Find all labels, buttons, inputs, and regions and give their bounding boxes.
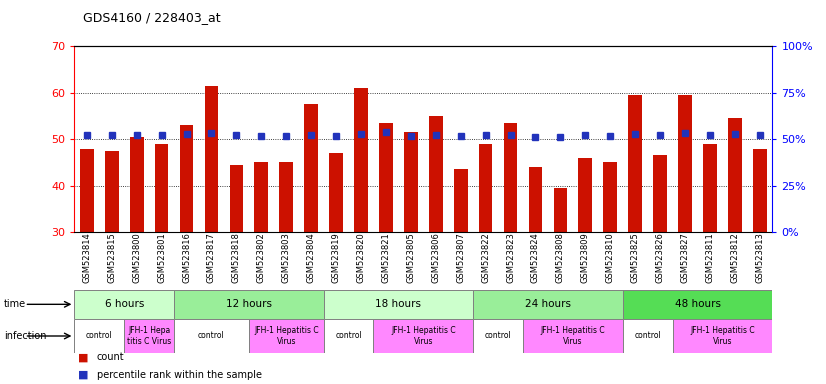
Bar (653, 156, 667, 232)
Text: GSM523809: GSM523809 (581, 232, 590, 283)
Bar (254, 162, 268, 232)
Bar (180, 125, 193, 232)
Text: JFH-1 Hepatitis C
Virus: JFH-1 Hepatitis C Virus (691, 326, 755, 346)
Text: GSM523814: GSM523814 (83, 232, 92, 283)
Bar (279, 162, 293, 232)
Bar (529, 167, 543, 232)
Bar (504, 123, 517, 232)
Text: GSM523803: GSM523803 (282, 232, 291, 283)
Bar (324, 290, 473, 319)
Text: GSM523802: GSM523802 (257, 232, 266, 283)
Bar (703, 144, 717, 232)
Bar (473, 319, 523, 353)
Text: GSM523808: GSM523808 (556, 232, 565, 283)
Bar (379, 123, 393, 232)
Text: 6 hours: 6 hours (105, 299, 144, 310)
Text: JFH-1 Hepa
titis C Virus: JFH-1 Hepa titis C Virus (127, 326, 171, 346)
Text: JFH-1 Hepatitis C
Virus: JFH-1 Hepatitis C Virus (540, 326, 605, 346)
Bar (324, 319, 373, 353)
Bar (578, 158, 592, 232)
Text: control: control (335, 331, 362, 341)
Bar (124, 319, 174, 353)
Bar (404, 132, 418, 232)
Text: infection: infection (4, 331, 46, 341)
Bar (330, 153, 343, 232)
Text: GSM523812: GSM523812 (730, 232, 739, 283)
Bar (429, 116, 443, 232)
Text: GSM523827: GSM523827 (681, 232, 690, 283)
Bar (373, 319, 473, 353)
Text: GSM523826: GSM523826 (656, 232, 665, 283)
Bar (479, 144, 492, 232)
Text: control: control (485, 331, 511, 341)
Text: GSM523822: GSM523822 (481, 232, 490, 283)
Text: ■: ■ (78, 352, 89, 362)
Text: control: control (86, 331, 112, 341)
Text: GSM523811: GSM523811 (705, 232, 714, 283)
Bar (629, 95, 642, 232)
Text: GSM523820: GSM523820 (357, 232, 366, 283)
Bar (473, 290, 623, 319)
Text: GSM523813: GSM523813 (755, 232, 764, 283)
Text: GSM523806: GSM523806 (431, 232, 440, 283)
Text: percentile rank within the sample: percentile rank within the sample (97, 370, 262, 380)
Text: GSM523807: GSM523807 (456, 232, 465, 283)
Bar (74, 319, 124, 353)
Text: JFH-1 Hepatitis C
Virus: JFH-1 Hepatitis C Virus (391, 326, 456, 346)
Bar (130, 137, 144, 232)
Text: count: count (97, 352, 124, 362)
Bar (174, 290, 324, 319)
Bar (728, 118, 742, 232)
Bar (105, 151, 119, 232)
Bar (553, 188, 567, 232)
Text: GSM523816: GSM523816 (182, 232, 191, 283)
Text: GSM523817: GSM523817 (207, 232, 216, 283)
Text: GDS4160 / 228403_at: GDS4160 / 228403_at (83, 12, 221, 25)
Text: GSM523821: GSM523821 (382, 232, 391, 283)
Text: control: control (634, 331, 661, 341)
Text: GSM523819: GSM523819 (331, 232, 340, 283)
Text: GSM523824: GSM523824 (531, 232, 540, 283)
Bar (174, 319, 249, 353)
Bar (154, 144, 169, 232)
Text: 18 hours: 18 hours (375, 299, 421, 310)
Text: GSM523818: GSM523818 (232, 232, 241, 283)
Text: JFH-1 Hepatitis C
Virus: JFH-1 Hepatitis C Virus (254, 326, 319, 346)
Text: GSM523800: GSM523800 (132, 232, 141, 283)
Bar (672, 319, 772, 353)
Bar (249, 319, 324, 353)
Text: ■: ■ (78, 370, 89, 380)
Text: time: time (4, 299, 26, 310)
Text: GSM523815: GSM523815 (107, 232, 116, 283)
Text: 24 hours: 24 hours (525, 299, 571, 310)
Bar (678, 95, 692, 232)
Bar (304, 104, 318, 232)
Bar (74, 290, 174, 319)
Bar (623, 290, 772, 319)
Bar (354, 88, 368, 232)
Text: GSM523810: GSM523810 (605, 232, 615, 283)
Bar (523, 319, 623, 353)
Text: GSM523825: GSM523825 (631, 232, 639, 283)
Text: GSM523801: GSM523801 (157, 232, 166, 283)
Bar (230, 165, 243, 232)
Bar (205, 86, 218, 232)
Bar (80, 149, 93, 232)
Text: GSM523804: GSM523804 (306, 232, 316, 283)
Bar (604, 162, 617, 232)
Text: GSM523823: GSM523823 (506, 232, 515, 283)
Bar (453, 169, 468, 232)
Bar (623, 319, 672, 353)
Text: 12 hours: 12 hours (225, 299, 272, 310)
Text: GSM523805: GSM523805 (406, 232, 415, 283)
Text: 48 hours: 48 hours (675, 299, 720, 310)
Bar (753, 149, 767, 232)
Text: control: control (198, 331, 225, 341)
